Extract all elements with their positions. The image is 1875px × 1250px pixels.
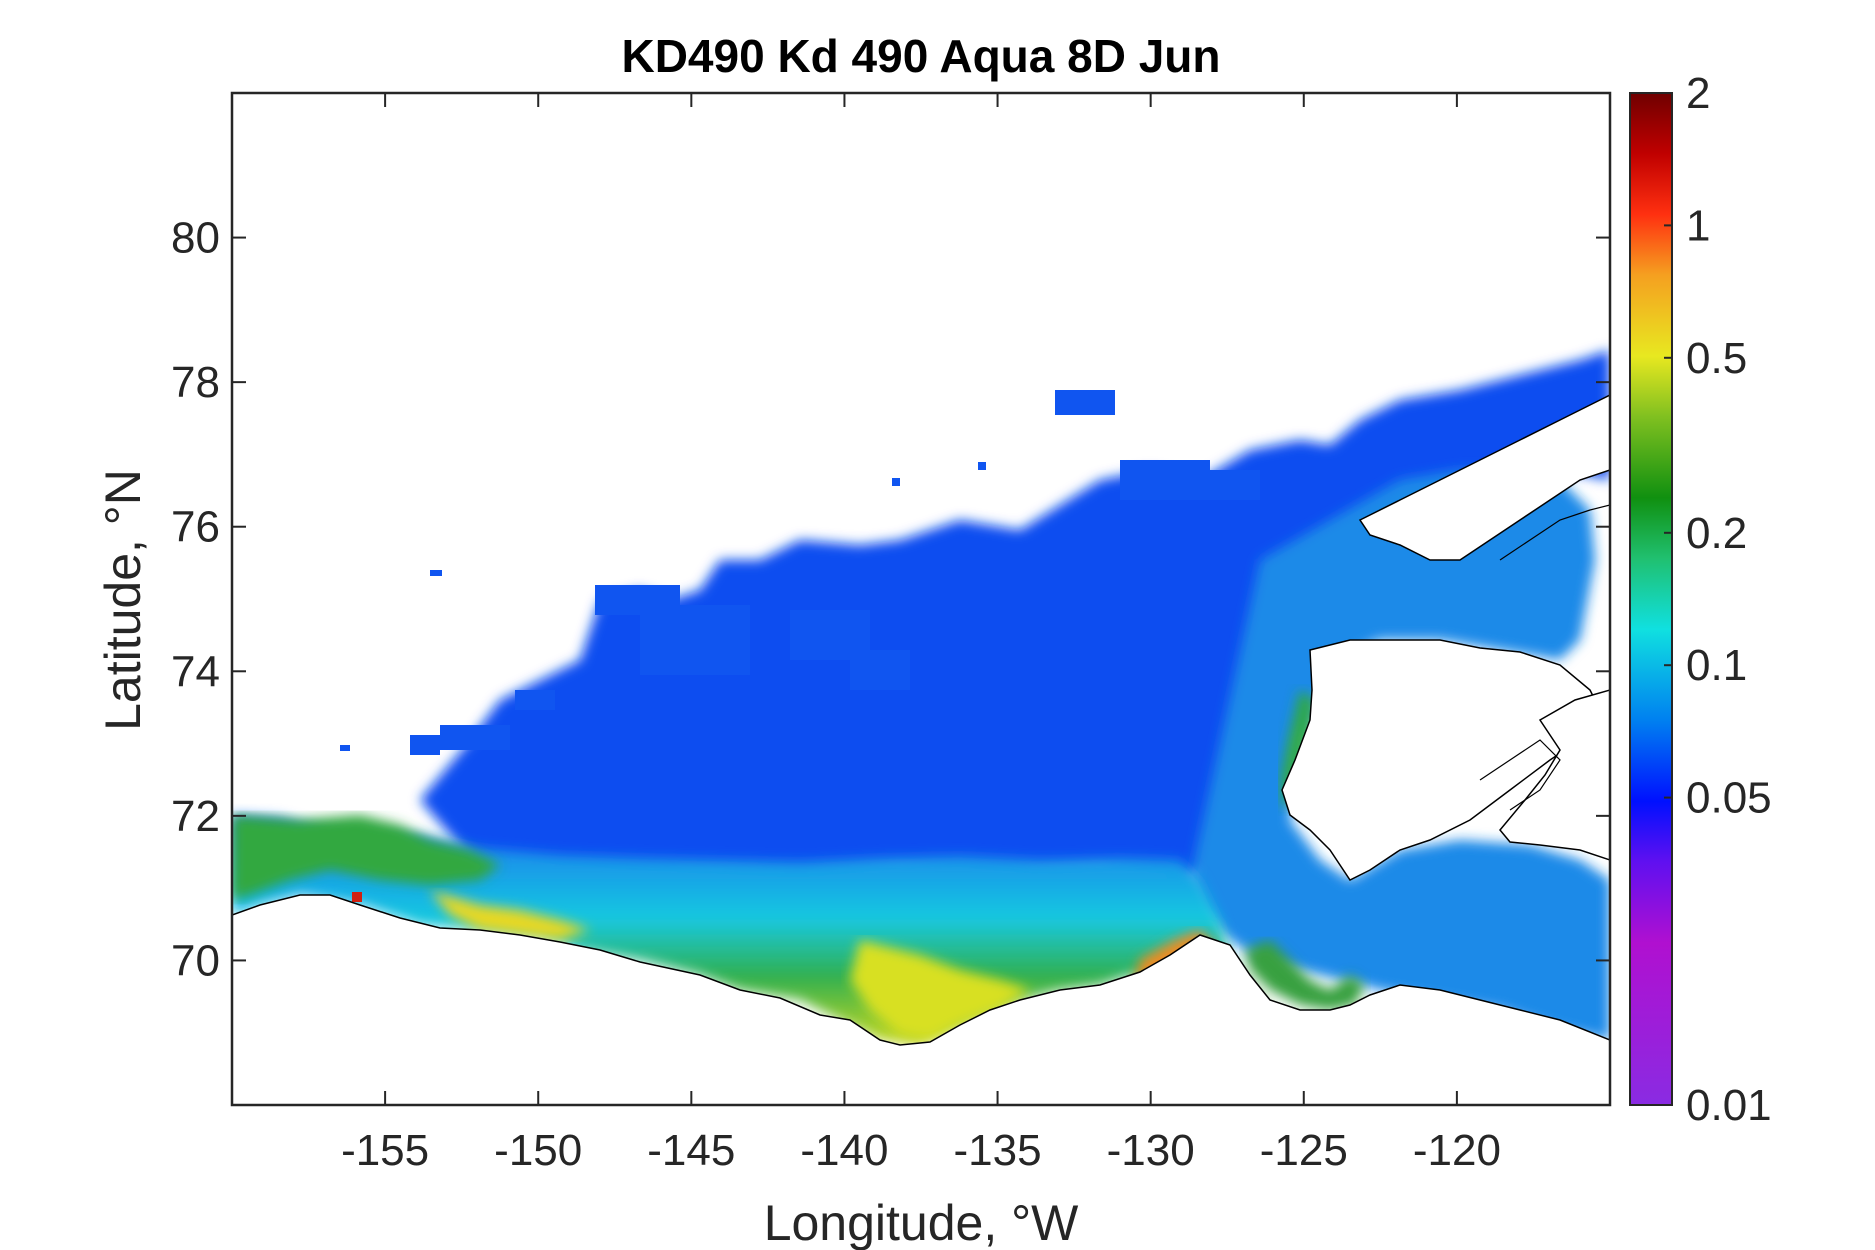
chart-title: KD490 Kd 490 Aqua 8D Jun	[621, 30, 1220, 82]
colorbar-tick-label: 0.5	[1686, 334, 1747, 383]
x-tick-label: -155	[341, 1126, 429, 1175]
amundsen-gulf-region	[1190, 470, 1610, 1040]
x-tick-label: -130	[1107, 1126, 1195, 1175]
green-northwest-patch	[232, 815, 500, 900]
x-axis-title: Longitude, °W	[764, 1195, 1079, 1250]
colorbar-tick-label: 0.2	[1686, 509, 1747, 558]
colorbar-tick-label: 0.05	[1686, 774, 1772, 823]
x-tick-label: -135	[954, 1126, 1042, 1175]
prince-patrick-island	[1358, 394, 1610, 561]
land-masses	[232, 394, 1610, 1105]
x-axis-ticks: -155 -150 -145 -140 -135 -130 -125 -120	[341, 93, 1501, 1175]
y-tick-label: 76	[171, 503, 220, 552]
offshore-low-kd-region	[420, 350, 1610, 880]
y-tick-label: 74	[171, 647, 220, 696]
y-axis-ticks: 70 72 74 76 78 80	[171, 214, 1610, 985]
x-tick-label: -145	[647, 1126, 735, 1175]
y-tick-label: 78	[171, 358, 220, 407]
x-tick-label: -120	[1413, 1126, 1501, 1175]
yellow-coast-west	[430, 890, 590, 940]
red-pixel-west	[352, 892, 362, 902]
colorbar-ticks: 2 1 0.5 0.2 0.1 0.05 0.01	[1664, 69, 1772, 1130]
colorbar-tick-label: 0.1	[1686, 641, 1747, 690]
y-tick-label: 80	[171, 214, 220, 263]
x-tick-label: -125	[1260, 1126, 1348, 1175]
y-tick-label: 70	[171, 936, 220, 985]
colorbar: 2 1 0.5 0.2 0.1 0.05 0.01	[1629, 69, 1772, 1130]
x-tick-label: -150	[494, 1126, 582, 1175]
sparse-pixels	[340, 390, 1260, 755]
banks-island	[1281, 639, 1606, 881]
axes-box	[230, 91, 1612, 1107]
victoria-inner-coast	[1479, 739, 1561, 811]
colorbar-tick-label: 1	[1686, 201, 1710, 250]
victoria-island	[1499, 689, 1610, 861]
colorbar-gradient	[1629, 92, 1673, 1106]
colorbar-tick-label: 0.01	[1686, 1081, 1772, 1130]
x-tick-label: -140	[800, 1126, 888, 1175]
y-axis-title: Latitude, °N	[95, 469, 151, 731]
y-tick-label: 72	[171, 792, 220, 841]
alaska-yukon-coast	[232, 894, 1610, 1105]
melville-island-inner-coast	[1499, 504, 1610, 561]
green-nearshore-east	[1245, 940, 1365, 1010]
colorbar-tick-label: 2	[1686, 69, 1710, 118]
